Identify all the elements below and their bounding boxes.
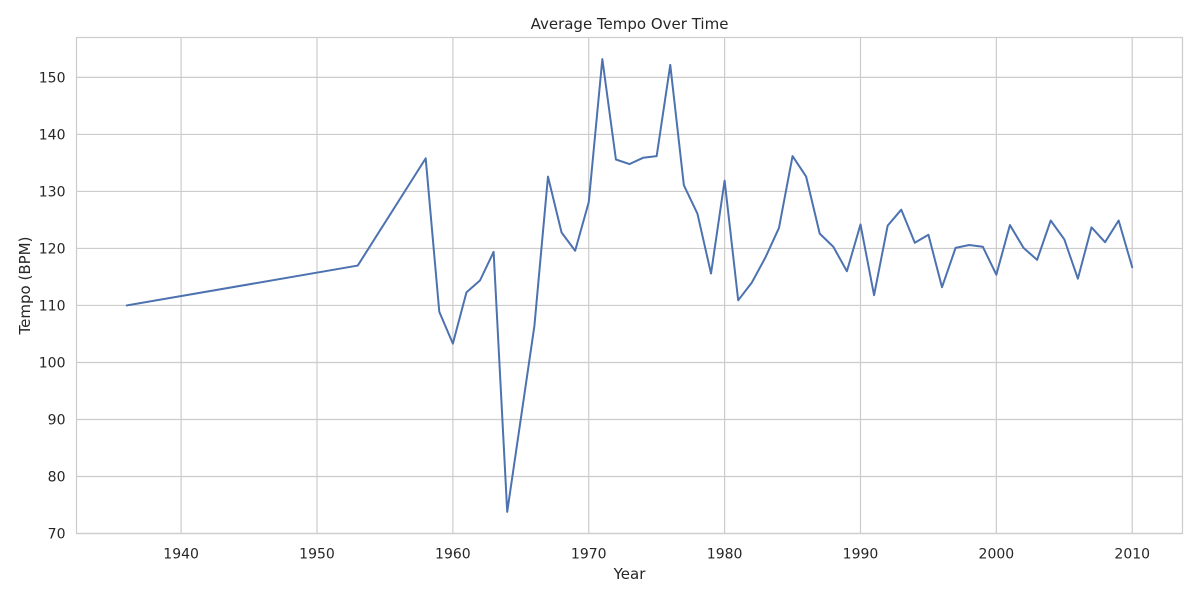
y-tick-label: 120 [39,241,66,257]
y-axis-label: Tempo (BPM) [16,237,34,336]
x-tick-label: 1970 [571,547,607,563]
tick-labels: 1940 1950 1960 1970 1980 1990 2000 2010 70 80 90 10… [39,70,1150,562]
y-tick-label: 130 [39,184,66,200]
y-tick-label: 140 [39,127,66,143]
series-layer [125,58,1134,513]
plot-area-frame [75,36,1184,535]
series-line [125,58,1134,513]
chart-title: Average Tempo Over Time [531,15,729,33]
x-tick-label: 2000 [979,547,1015,563]
x-tick-label: 1960 [435,547,471,563]
y-tick-label: 150 [39,70,66,86]
x-tick-label: 1990 [843,547,879,563]
x-tick-label: 2010 [1114,547,1150,563]
x-tick-label: 1950 [299,547,335,563]
y-tick-label: 70 [48,527,66,543]
x-axis-label: Year [613,565,647,583]
y-tick-label: 110 [39,298,66,314]
y-tick-label: 100 [39,355,66,371]
y-tick-label: 80 [48,469,66,485]
x-tick-label: 1940 [163,547,199,563]
gridlines [76,37,1183,535]
y-tick-label: 90 [48,412,66,428]
x-tick-label: 1980 [707,547,743,563]
